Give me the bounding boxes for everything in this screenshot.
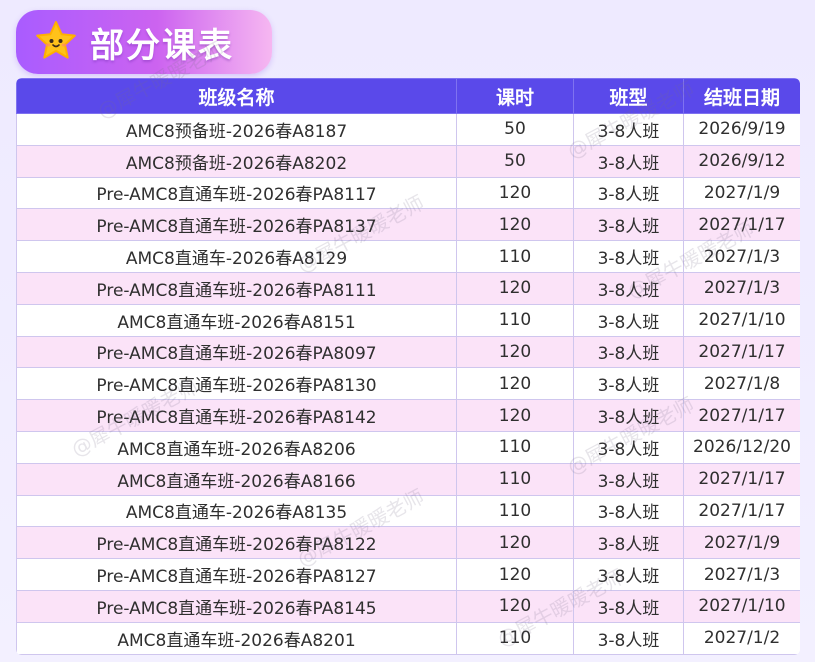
star-face-icon: [32, 18, 80, 66]
class-name-cell: Pre-AMC8直通车班-2026春PA8111: [16, 271, 457, 305]
table-row: Pre-AMC8直通车班-2026春PA8145 120 3-8人班 2027/1/1…: [16, 589, 800, 623]
end-date-cell: 2027/1/3: [683, 271, 800, 305]
end-date-cell: 2027/1/17: [683, 335, 800, 369]
end-date-cell: 2027/1/8: [683, 367, 800, 401]
end-date-cell: 2027/1/3: [683, 240, 800, 273]
class-name-cell: Pre-AMC8直通车班-2026春PA8122: [16, 526, 457, 560]
hours-cell: 110: [456, 494, 574, 528]
table-row: AMC8直通车-2026春A8135 110 3-8人班 2027/1/17: [16, 494, 800, 528]
end-date-cell: 2026/9/12: [683, 144, 800, 178]
table-row: AMC8预备班-2026春A8187 50 3-8人班 2026/9/19: [16, 113, 800, 146]
end-date-cell: 2027/1/17: [683, 494, 800, 528]
table-header-row: 班级名称 课时 班型 结班日期: [16, 78, 800, 114]
class-type-cell: 3-8人班: [573, 558, 684, 591]
page-title: 部分课表: [90, 25, 234, 66]
class-name-cell: Pre-AMC8直通车班-2026春PA8145: [16, 589, 457, 623]
table-row: AMC8直通车-2026春A8129 110 3-8人班 2027/1/3: [16, 240, 800, 273]
table-row: Pre-AMC8直通车班-2026春PA8130 120 3-8人班 2027/1/8: [16, 367, 800, 401]
class-name-cell: Pre-AMC8直通车班-2026春PA8137: [16, 208, 457, 242]
end-date-cell: 2027/1/17: [683, 399, 800, 432]
class-type-cell: 3-8人班: [573, 399, 684, 432]
column-header-class-type: 班型: [573, 78, 684, 114]
table-row: Pre-AMC8直通车班-2026春PA8127 120 3-8人班 2027/1/3: [16, 558, 800, 591]
class-type-cell: 3-8人班: [573, 430, 684, 464]
class-name-cell: Pre-AMC8直通车班-2026春PA8130: [16, 367, 457, 401]
hours-cell: 50: [456, 144, 574, 178]
hours-cell: 120: [456, 271, 574, 305]
hours-cell: 120: [456, 526, 574, 560]
table-row: AMC8直通车班-2026春A8151 110 3-8人班 2027/1/10: [16, 303, 800, 337]
table-row: Pre-AMC8直通车班-2026春PA8097 120 3-8人班 2027/1/1…: [16, 335, 800, 369]
class-type-cell: 3-8人班: [573, 589, 684, 623]
hours-cell: 120: [456, 558, 574, 591]
hours-cell: 110: [456, 303, 574, 337]
end-date-cell: 2027/1/3: [683, 558, 800, 591]
class-name-cell: Pre-AMC8直通车班-2026春PA8142: [16, 399, 457, 432]
class-name-cell: AMC8直通车班-2026春A8201: [16, 621, 457, 655]
table-row: Pre-AMC8直通车班-2026春PA8117 120 3-8人班 2027/1/9: [16, 176, 800, 210]
hours-cell: 110: [456, 462, 574, 496]
table-row: Pre-AMC8直通车班-2026春PA8122 120 3-8人班 2027/1/9: [16, 526, 800, 560]
hours-cell: 120: [456, 335, 574, 369]
end-date-cell: 2026/12/20: [683, 430, 800, 464]
class-type-cell: 3-8人班: [573, 271, 684, 305]
hours-cell: 110: [456, 621, 574, 655]
class-name-cell: Pre-AMC8直通车班-2026春PA8117: [16, 176, 457, 210]
table-row: Pre-AMC8直通车班-2026春PA8111 120 3-8人班 2027/1/3: [16, 271, 800, 305]
class-type-cell: 3-8人班: [573, 208, 684, 242]
table-row: Pre-AMC8直通车班-2026春PA8142 120 3-8人班 2027/1/1…: [16, 399, 800, 432]
class-type-cell: 3-8人班: [573, 335, 684, 369]
table-row: AMC8直通车班-2026春A8206 110 3-8人班 2026/12/20: [16, 430, 800, 464]
class-type-cell: 3-8人班: [573, 621, 684, 655]
class-type-cell: 3-8人班: [573, 113, 684, 146]
end-date-cell: 2027/1/9: [683, 526, 800, 560]
hours-cell: 120: [456, 589, 574, 623]
end-date-cell: 2027/1/9: [683, 176, 800, 210]
class-name-cell: AMC8直通车班-2026春A8151: [16, 303, 457, 337]
hours-cell: 120: [456, 176, 574, 210]
class-type-cell: 3-8人班: [573, 462, 684, 496]
end-date-cell: 2026/9/19: [683, 113, 800, 146]
hours-cell: 50: [456, 113, 574, 146]
table-row: AMC8直通车班-2026春A8201 110 3-8人班 2027/1/2: [16, 621, 800, 655]
hours-cell: 120: [456, 208, 574, 242]
schedule-table: 班级名称 课时 班型 结班日期 AMC8预备班-2026春A8187 50 3-8人…: [16, 78, 800, 655]
class-name-cell: AMC8预备班-2026春A8202: [16, 144, 457, 178]
class-type-cell: 3-8人班: [573, 176, 684, 210]
column-header-end-date: 结班日期: [683, 78, 800, 114]
hours-cell: 120: [456, 399, 574, 432]
class-type-cell: 3-8人班: [573, 303, 684, 337]
title-badge: 部分课表: [16, 10, 272, 74]
column-header-hours: 课时: [456, 78, 574, 114]
class-name-cell: AMC8直通车-2026春A8135: [16, 494, 457, 528]
schedule-table-card: 班级名称 课时 班型 结班日期 AMC8预备班-2026春A8187 50 3-8人…: [16, 78, 800, 655]
class-name-cell: Pre-AMC8直通车班-2026春PA8097: [16, 335, 457, 369]
class-type-cell: 3-8人班: [573, 144, 684, 178]
class-name-cell: AMC8预备班-2026春A8187: [16, 113, 457, 146]
table-row: AMC8直通车班-2026春A8166 110 3-8人班 2027/1/17: [16, 462, 800, 496]
end-date-cell: 2027/1/2: [683, 621, 800, 655]
end-date-cell: 2027/1/17: [683, 208, 800, 242]
class-name-cell: AMC8直通车-2026春A8129: [16, 240, 457, 273]
hours-cell: 120: [456, 367, 574, 401]
hours-cell: 110: [456, 240, 574, 273]
end-date-cell: 2027/1/10: [683, 589, 800, 623]
table-row: AMC8预备班-2026春A8202 50 3-8人班 2026/9/12: [16, 144, 800, 178]
hours-cell: 110: [456, 430, 574, 464]
table-row: Pre-AMC8直通车班-2026春PA8137 120 3-8人班 2027/1/1…: [16, 208, 800, 242]
table-body: AMC8预备班-2026春A8187 50 3-8人班 2026/9/19 AMC8预备…: [16, 113, 800, 655]
end-date-cell: 2027/1/17: [683, 462, 800, 496]
class-type-cell: 3-8人班: [573, 240, 684, 273]
class-name-cell: AMC8直通车班-2026春A8206: [16, 430, 457, 464]
end-date-cell: 2027/1/10: [683, 303, 800, 337]
class-name-cell: Pre-AMC8直通车班-2026春PA8127: [16, 558, 457, 591]
column-header-class-name: 班级名称: [16, 78, 457, 114]
class-type-cell: 3-8人班: [573, 367, 684, 401]
class-type-cell: 3-8人班: [573, 494, 684, 528]
class-name-cell: AMC8直通车班-2026春A8166: [16, 462, 457, 496]
class-type-cell: 3-8人班: [573, 526, 684, 560]
